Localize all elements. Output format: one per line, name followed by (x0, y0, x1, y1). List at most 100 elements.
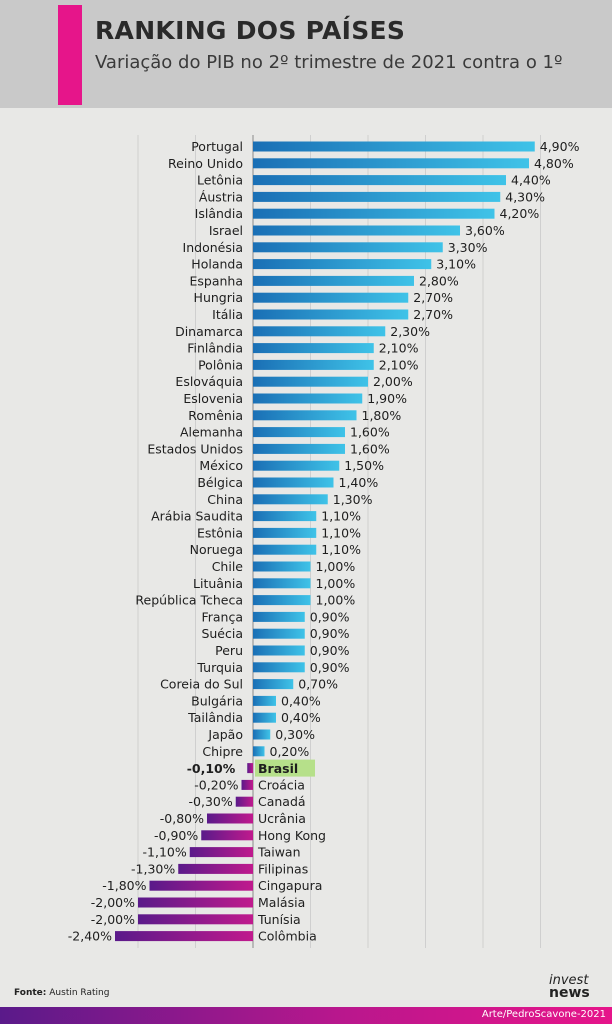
value-label: 4,40% (511, 173, 551, 188)
bar (253, 578, 311, 589)
value-label: -0,20% (194, 777, 238, 792)
category-label: Bulgária (191, 693, 243, 708)
bar (253, 292, 409, 303)
bar (207, 813, 253, 824)
value-label: 2,00% (373, 374, 413, 389)
bar (253, 611, 305, 622)
category-label: Ucrânia (258, 811, 306, 826)
category-label: Eslováquia (175, 374, 243, 389)
category-label: Malásia (258, 895, 305, 910)
category-label: Croácia (258, 777, 305, 792)
bar (253, 628, 305, 639)
value-label: 1,10% (321, 509, 361, 524)
value-label: -0,30% (189, 794, 233, 809)
bar (253, 376, 368, 387)
bar (253, 460, 340, 471)
category-label: Tunísia (257, 912, 301, 927)
category-label: Peru (215, 643, 243, 658)
category-label: Colômbia (258, 929, 317, 944)
footer-bar (0, 1007, 612, 1024)
category-label: Estônia (197, 525, 243, 540)
value-label: 2,30% (390, 324, 430, 339)
bar (115, 931, 253, 942)
category-label: Dinamarca (175, 324, 243, 339)
bar (138, 897, 253, 908)
value-label: -2,00% (91, 895, 135, 910)
value-label: 0,40% (281, 710, 321, 725)
bar (253, 141, 535, 152)
category-label: Hong Kong (258, 828, 326, 843)
bar (253, 679, 294, 690)
value-label: 2,70% (413, 307, 453, 322)
value-label: 3,10% (436, 257, 476, 272)
value-label: 0,30% (275, 727, 315, 742)
logo-line-1: invest (549, 973, 589, 988)
bar (253, 544, 317, 555)
logo-line-2: news (549, 985, 590, 1001)
labels-group: Brasil Portugal 4,90% Reino Unido 4,80% Letôn… (68, 139, 580, 944)
bar (149, 880, 253, 891)
category-label: Chipre (202, 744, 243, 759)
category-label: Suécia (201, 626, 243, 641)
value-label: 2,10% (379, 341, 419, 356)
category-label: Turquia (196, 660, 243, 675)
bar-chart: Brasil Portugal 4,90% Reino Unido 4,80% Letôn… (68, 135, 580, 948)
category-label: Cingapura (258, 878, 322, 893)
value-label: 1,00% (316, 593, 356, 608)
category-label: Israel (209, 223, 243, 238)
category-label: Eslovenia (183, 391, 243, 406)
bar (253, 746, 265, 757)
category-label: Filipinas (258, 861, 308, 876)
category-label: Polônia (198, 357, 243, 372)
bar (253, 645, 305, 656)
category-label: Coreia do Sul (160, 677, 243, 692)
source-value: Austin Rating (49, 988, 110, 998)
value-label: 1,50% (344, 458, 384, 473)
accent-stripe (58, 5, 82, 105)
bar (235, 796, 253, 807)
bar (253, 275, 414, 286)
bar (253, 208, 495, 219)
bar (138, 914, 253, 925)
category-label: Canadá (258, 794, 306, 809)
value-label: -1,10% (143, 845, 187, 860)
category-label: Hungria (194, 290, 243, 305)
category-label: Áustria (199, 189, 243, 204)
category-label: França (201, 609, 243, 624)
bar (253, 242, 443, 253)
highlight-box (255, 759, 315, 777)
value-label: 3,60% (465, 223, 505, 238)
header-panel (0, 0, 612, 108)
category-label: México (199, 458, 243, 473)
value-label: 1,10% (321, 542, 361, 557)
bar (253, 393, 363, 404)
bar (189, 847, 253, 858)
category-label: Estados Unidos (147, 441, 243, 456)
bar (253, 662, 305, 673)
value-label: 1,60% (350, 425, 390, 440)
bar (253, 443, 345, 454)
bar (253, 259, 432, 270)
bar (253, 191, 501, 202)
bar (253, 695, 276, 706)
value-label: -1,30% (131, 861, 175, 876)
bar (253, 494, 328, 505)
bar (253, 527, 317, 538)
value-label: 1,40% (339, 475, 379, 490)
value-label: 1,80% (362, 408, 402, 423)
gridlines (137, 135, 541, 948)
category-label: Indonésia (183, 240, 243, 255)
value-label: 1,00% (316, 559, 356, 574)
bar (253, 477, 334, 488)
value-label: 2,70% (413, 290, 453, 305)
value-label: 0,90% (310, 643, 350, 658)
value-label: 1,30% (333, 492, 373, 507)
value-label: 0,90% (310, 626, 350, 641)
category-label: Tailândia (187, 710, 243, 725)
bar (253, 410, 357, 421)
category-label: Romênia (188, 408, 243, 423)
value-label: 0,40% (281, 693, 321, 708)
category-label: Japão (207, 727, 243, 742)
category-label: Taiwan (257, 845, 301, 860)
category-label: Lituânia (193, 576, 243, 591)
